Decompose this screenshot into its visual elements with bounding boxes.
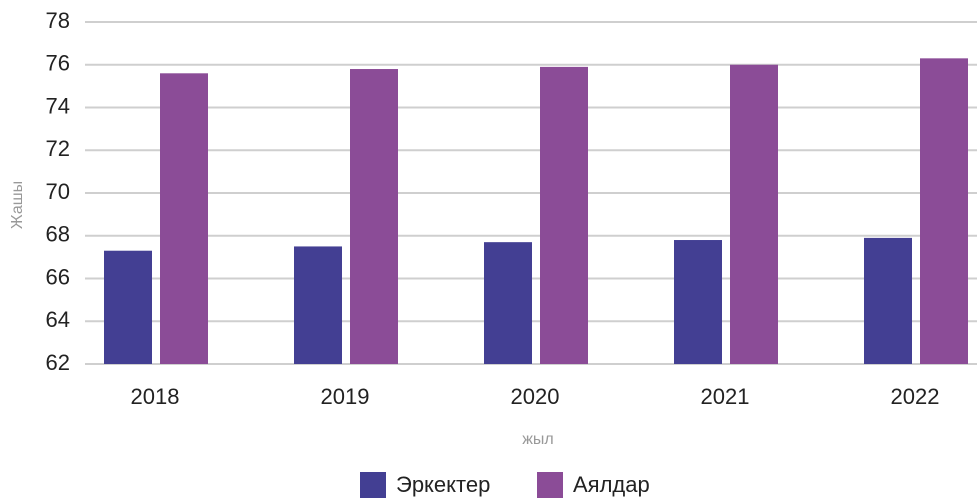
y-tick-label: 70 (46, 179, 70, 204)
bar (160, 73, 208, 365)
bar (104, 250, 152, 364)
y-tick-label: 62 (46, 350, 70, 375)
bar (920, 58, 968, 365)
x-tick-label: 2021 (701, 384, 750, 409)
legend-swatch (537, 472, 563, 498)
bar (484, 242, 532, 364)
y-tick-label: 68 (46, 222, 70, 247)
x-axis-title: жыл (522, 431, 554, 448)
y-tick-label: 76 (46, 51, 70, 76)
bar (294, 246, 342, 364)
x-tick-label: 2018 (131, 384, 180, 409)
y-tick-label: 78 (46, 8, 70, 33)
bar (674, 240, 722, 364)
legend-label: Аялдар (573, 472, 650, 497)
legend-swatch (360, 472, 386, 498)
bar (730, 64, 778, 364)
bar (350, 69, 398, 365)
x-tick-label: 2020 (511, 384, 560, 409)
y-axis-title: Жашы (9, 181, 26, 229)
x-tick-label: 2022 (891, 384, 940, 409)
y-tick-label: 64 (46, 307, 70, 332)
bar (864, 237, 912, 364)
legend-label: Эркектер (396, 472, 490, 497)
y-tick-label: 72 (46, 136, 70, 161)
bar (540, 66, 588, 364)
x-tick-label: 2019 (321, 384, 370, 409)
y-tick-label: 66 (46, 264, 70, 289)
y-tick-label: 74 (46, 93, 70, 118)
